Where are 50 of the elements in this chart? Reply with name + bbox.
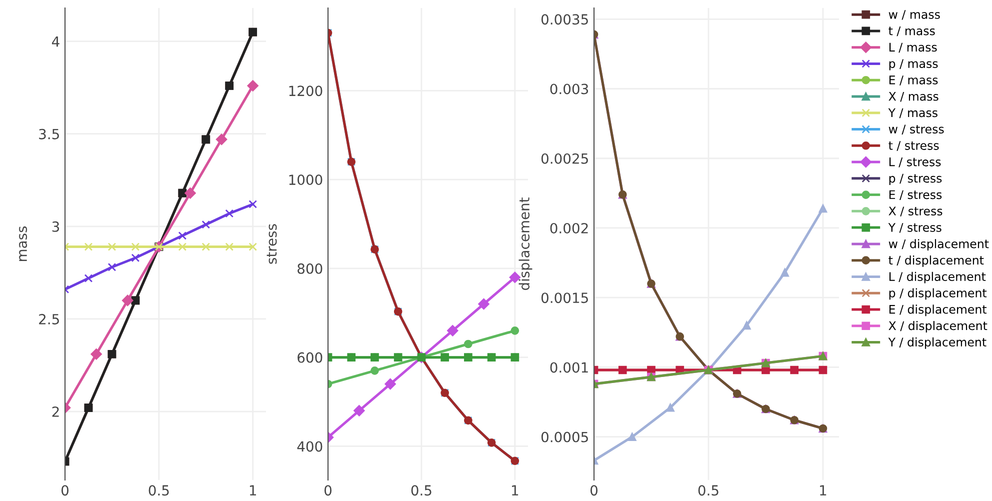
legend-label: Y / stress [888, 223, 942, 233]
y-tick-label: 0.001 [550, 362, 588, 373]
legend-label: p / stress [889, 174, 942, 185]
x-tick-label: 1 [820, 485, 826, 496]
legend-label: w / stress [888, 124, 944, 134]
y-axis-title: mass [19, 226, 28, 261]
x-tick-label: 0.5 [148, 485, 169, 496]
legend-label: E / stress [889, 190, 942, 200]
x-tick-label: 0 [324, 485, 332, 496]
y-tick-label: 1000 [289, 174, 322, 186]
y-tick-label: 800 [298, 263, 322, 274]
legend-label: L / displacement [889, 272, 986, 284]
y-tick-label: 0.002 [550, 222, 588, 234]
y-tick-label: 600 [298, 352, 322, 363]
y-tick-label: 0.0005 [541, 432, 588, 442]
legend-label: L / mass [889, 42, 937, 53]
y-tick-label: 2 [52, 406, 59, 417]
x-tick-label: 1 [512, 485, 518, 496]
legend-label: w / mass [888, 10, 940, 20]
y-tick-label: 0.0025 [541, 153, 588, 164]
y-tick-label: 2.5 [39, 314, 59, 324]
legend-label: p / displacement [889, 288, 987, 300]
x-tick-label: 0 [590, 485, 598, 496]
y-tick-label: 0.0035 [541, 14, 588, 25]
y-tick-label: 3 [52, 221, 60, 232]
y-axis-title: displacement [518, 198, 532, 290]
y-tick-label: 0.003 [550, 84, 588, 94]
x-tick-label: 0.5 [698, 485, 718, 496]
x-tick-label: 0.5 [411, 485, 432, 496]
legend-label: t / mass [888, 26, 935, 36]
legend-label: E / displacement [889, 304, 987, 316]
legend-label: L / stress [889, 158, 941, 168]
legend-label: Y / mass [888, 108, 938, 118]
y-axis-title: stress [266, 224, 277, 264]
legend-label: X / mass [888, 92, 938, 102]
y-tick-label: 3.5 [39, 128, 59, 140]
legend-label: X / stress [888, 206, 942, 216]
legend-label: Y / displacement [888, 337, 986, 349]
y-tick-label: 4 [52, 36, 60, 47]
legend-label: t / displacement [888, 255, 984, 267]
x-tick-label: 1 [250, 485, 256, 496]
y-tick-label: 400 [297, 441, 322, 452]
legend-label: w / displacement [888, 239, 989, 251]
y-tick-label: 0.0015 [541, 292, 588, 304]
legend-label: t / stress [888, 141, 939, 151]
y-tick-label: 1200 [289, 86, 322, 96]
x-tick-label: 0 [61, 485, 68, 496]
legend-label: E / mass [889, 76, 938, 86]
legend-label: p / mass [889, 59, 938, 70]
legend-label: X / displacement [888, 321, 988, 332]
